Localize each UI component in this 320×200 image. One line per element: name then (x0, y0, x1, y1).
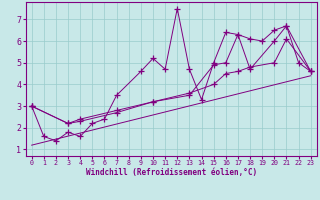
X-axis label: Windchill (Refroidissement éolien,°C): Windchill (Refroidissement éolien,°C) (86, 168, 257, 177)
